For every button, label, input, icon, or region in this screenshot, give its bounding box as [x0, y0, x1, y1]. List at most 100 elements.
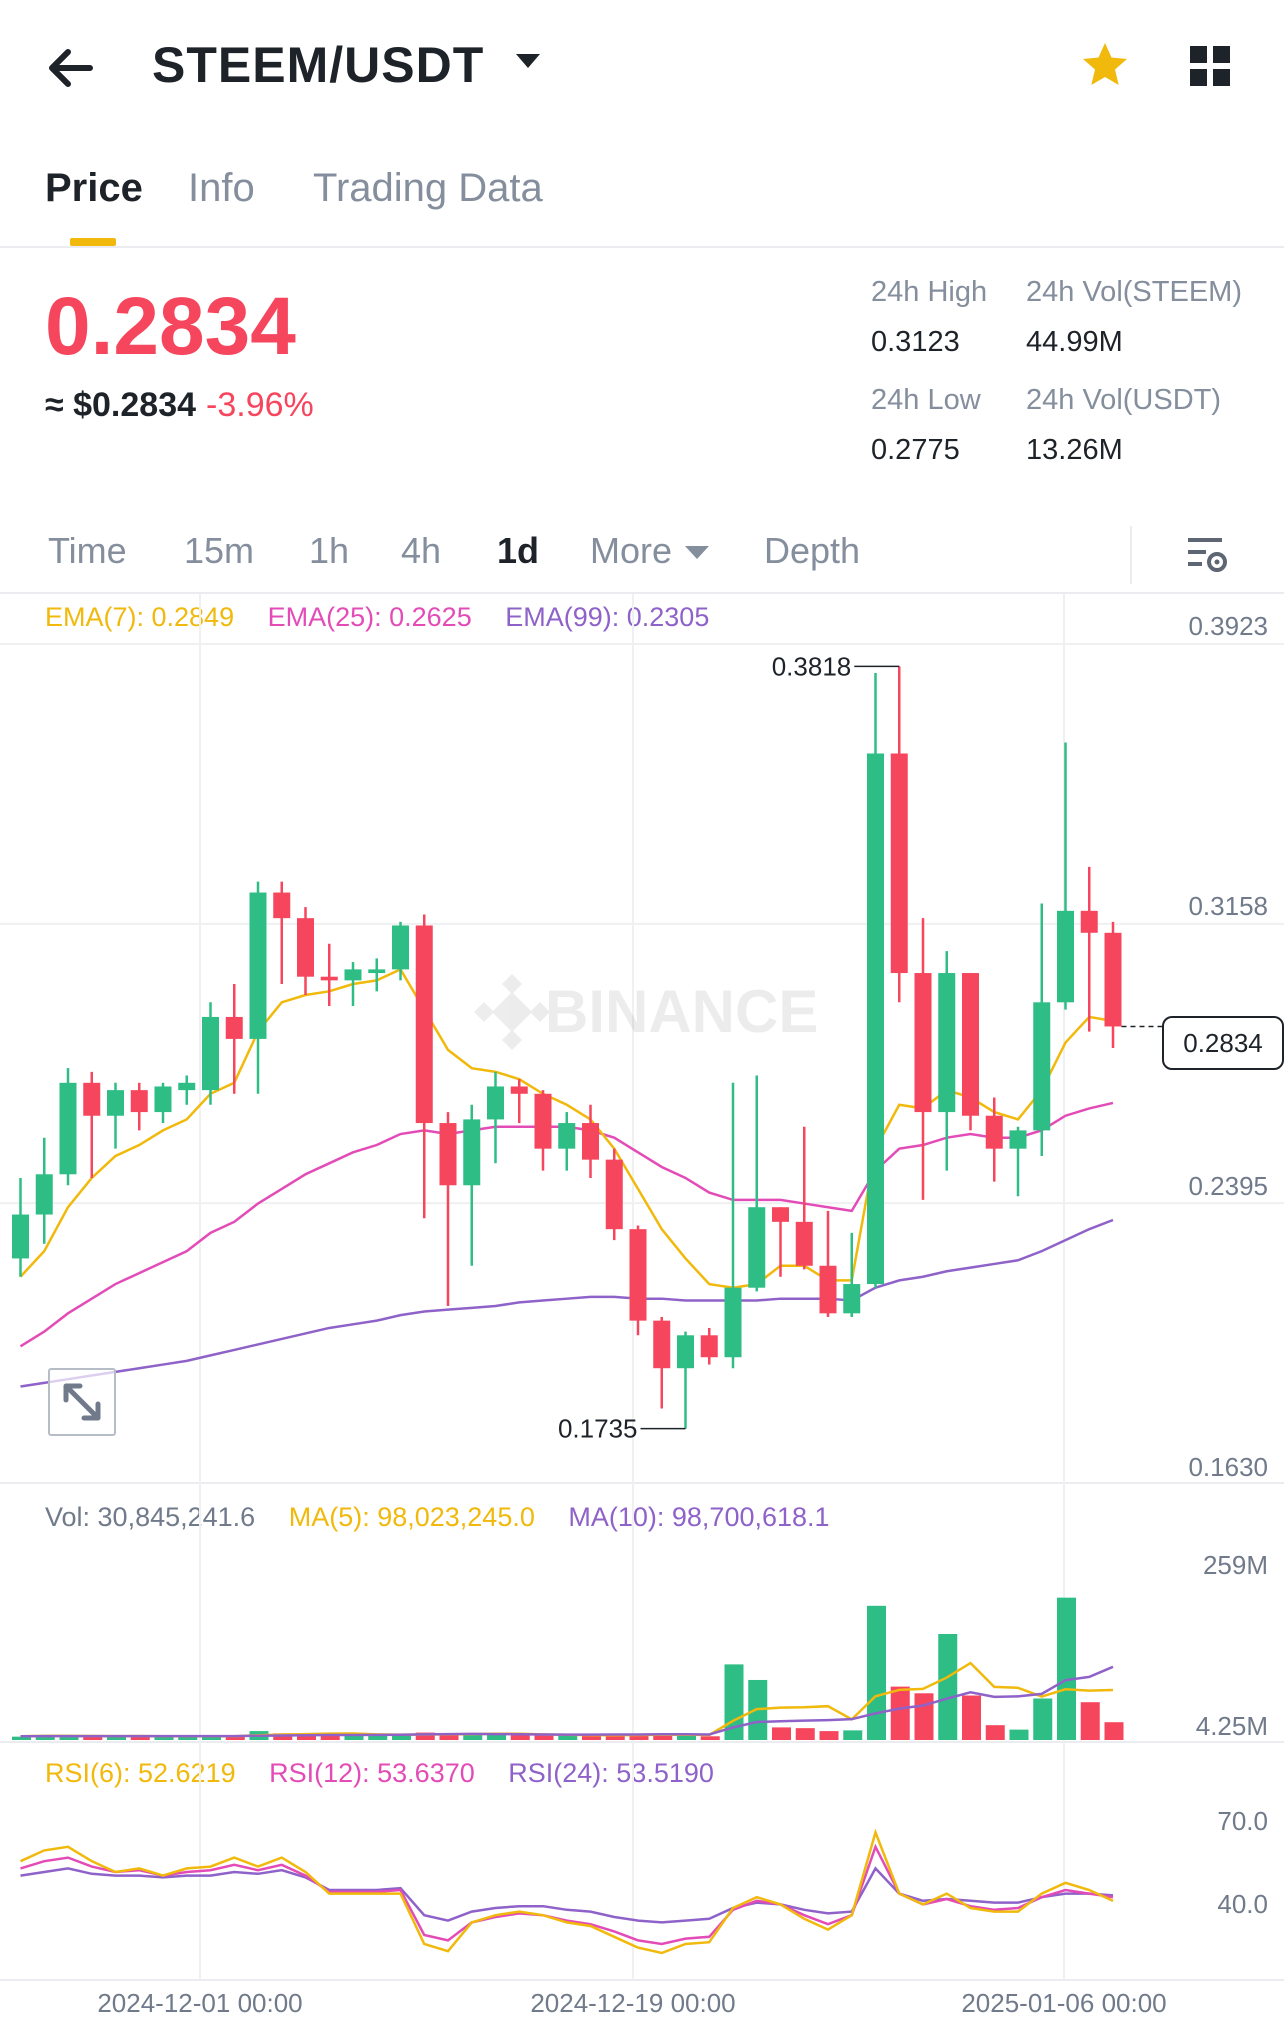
- candle-body: [914, 973, 932, 1113]
- interval-4h[interactable]: 4h: [401, 530, 442, 571]
- candle-body: [1080, 910, 1098, 933]
- pair-selector[interactable]: STEEM/USDT: [152, 37, 485, 93]
- candle-body: [1104, 932, 1122, 1027]
- more-caret-icon[interactable]: [685, 546, 709, 559]
- volume-bar: [700, 1736, 720, 1740]
- candle: [12, 1177, 29, 1277]
- rsi12-legend: RSI(12): 53.6370: [269, 1758, 475, 1788]
- vol-legend: Vol: 30,845,241.6: [45, 1502, 256, 1532]
- candle: [1009, 1126, 1027, 1197]
- tab-info[interactable]: Info: [188, 166, 255, 210]
- tab-trading-data[interactable]: Trading Data: [313, 166, 543, 210]
- expand-chart-button[interactable]: [48, 1368, 116, 1436]
- ema99-legend: EMA(99): 0.2305: [505, 602, 710, 632]
- vol-quote-label: 24h Vol(USDT): [1026, 384, 1222, 416]
- candle: [843, 1232, 861, 1317]
- volume-bar: [558, 1735, 578, 1740]
- candle-body: [107, 1090, 124, 1116]
- price-subline: ≈ $0.2834 -3.96%: [45, 386, 314, 425]
- volume-bar: [985, 1725, 1005, 1740]
- tab-price[interactable]: Price: [45, 166, 143, 210]
- candle: [249, 881, 267, 1094]
- rsi-tick-label: 40.0: [1217, 1889, 1268, 1919]
- candle: [724, 1082, 742, 1369]
- candle-body: [83, 1082, 101, 1116]
- back-arrow-icon: [49, 49, 93, 87]
- volume-bar: [202, 1736, 221, 1740]
- candle-body: [439, 1123, 457, 1186]
- volume-bars: [12, 1597, 1124, 1740]
- back-button[interactable]: [40, 38, 110, 98]
- high-label: 24h High: [871, 276, 988, 308]
- star-icon: [1083, 43, 1127, 85]
- volume-bar: [107, 1736, 126, 1740]
- candle: [819, 1210, 837, 1317]
- active-tab-indicator: [70, 238, 116, 246]
- candle-body: [510, 1086, 528, 1094]
- candle-body: [415, 925, 433, 1124]
- candle-body: [344, 969, 362, 981]
- candle: [510, 1079, 528, 1124]
- binance-watermark: BINANCE: [474, 974, 818, 1050]
- candle-body: [202, 1016, 219, 1091]
- candle: [890, 666, 908, 1003]
- candle: [653, 1316, 671, 1409]
- candle-body: [59, 1082, 77, 1175]
- candle: [107, 1082, 124, 1149]
- candle-body: [677, 1335, 694, 1369]
- volume-bar: [463, 1734, 483, 1740]
- price-chart[interactable]: BINANCE 0.3923 0.3158 0.2395 0.1630 259M 4.25…: [0, 594, 1284, 2034]
- candle: [392, 921, 409, 981]
- candle-body: [962, 973, 979, 1116]
- candle: [772, 1207, 789, 1277]
- candle-body: [605, 1159, 623, 1230]
- candle-body: [867, 753, 884, 1285]
- main-tabs: Price Info Trading Data: [0, 160, 1284, 248]
- more-menu-button[interactable]: [1188, 44, 1232, 88]
- favorite-button[interactable]: [1080, 40, 1130, 90]
- chart-settings-button[interactable]: [1182, 530, 1232, 580]
- interval-1h[interactable]: 1h: [309, 530, 350, 571]
- interval-time[interactable]: Time: [48, 530, 127, 571]
- volume-bar: [1033, 1698, 1053, 1740]
- candle: [962, 973, 979, 1131]
- candle-body: [273, 892, 291, 919]
- caret-down-icon[interactable]: [516, 54, 540, 68]
- candle-body: [487, 1086, 504, 1120]
- candle: [320, 943, 338, 1006]
- ma5-legend: MA(5): 98,023,245.0: [288, 1502, 535, 1532]
- interval-1d[interactable]: 1d: [497, 530, 540, 571]
- candle-body: [890, 753, 908, 974]
- rsi6-legend: RSI(6): 52.6219: [45, 1758, 236, 1788]
- candle: [178, 1075, 196, 1105]
- last-price: 0.2834: [45, 281, 296, 372]
- binance-logo-icon: [474, 974, 550, 1050]
- volume-bar: [795, 1728, 815, 1740]
- candle: [1057, 742, 1074, 1010]
- candle-body: [819, 1265, 837, 1314]
- interval-15m[interactable]: 15m: [184, 530, 255, 571]
- rsi-tick-label: 70.0: [1217, 1806, 1268, 1836]
- interval-more[interactable]: More: [590, 530, 673, 571]
- volume-tick-label: 259M: [1203, 1550, 1268, 1580]
- price-tick-label: 0.1630: [1188, 1452, 1268, 1482]
- volume-bar: [1080, 1702, 1100, 1740]
- interval-depth[interactable]: Depth: [764, 530, 861, 571]
- ma10-legend: MA(10): 98,700,618.1: [568, 1502, 830, 1532]
- candle: [558, 1112, 576, 1171]
- candle-body: [130, 1090, 148, 1113]
- candle-body: [225, 1016, 243, 1039]
- candle: [83, 1071, 101, 1178]
- vol-base-label: 24h Vol(STEEM): [1026, 276, 1242, 308]
- candle-body: [154, 1086, 172, 1113]
- grid-icon: [1190, 46, 1230, 86]
- candle: [463, 1104, 481, 1266]
- candle-body: [392, 925, 409, 970]
- candle: [1080, 866, 1098, 1032]
- ema99-line: [20, 1218, 1114, 1388]
- candle: [1033, 903, 1051, 1156]
- candle: [677, 1331, 694, 1429]
- indicator-legend-volume: Vol: 30,845,241.6 MA(5): 98,023,245.0 MA…: [45, 1502, 830, 1533]
- usd-price: ≈ $0.2834: [45, 386, 197, 424]
- candle: [368, 958, 386, 992]
